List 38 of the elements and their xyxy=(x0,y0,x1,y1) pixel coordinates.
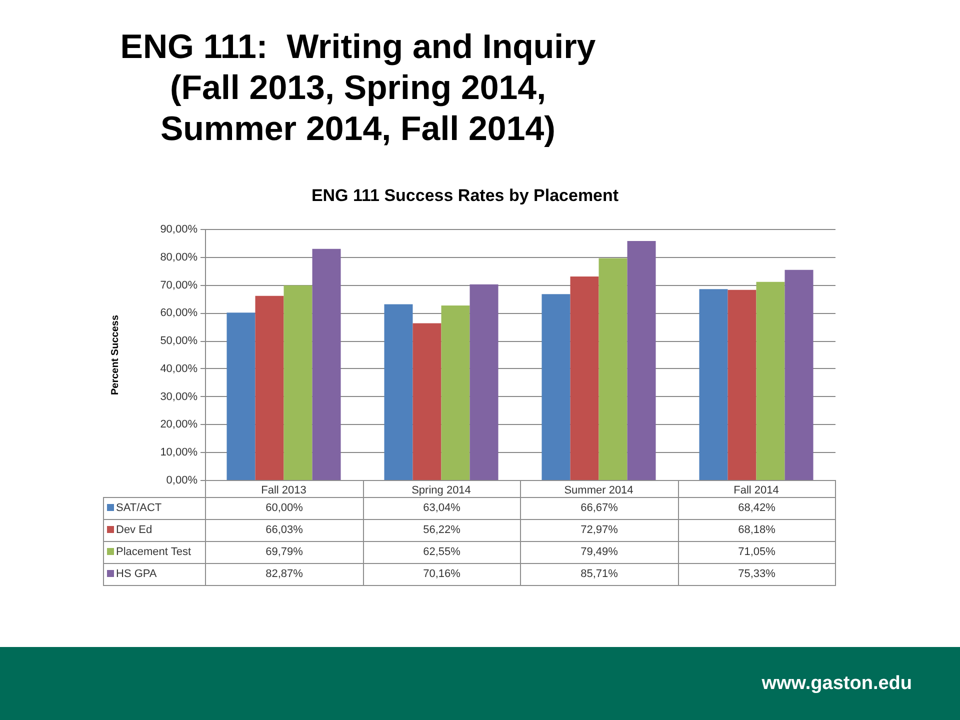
text: www.gaston.edu xyxy=(762,672,912,696)
legend-label: Placement Test xyxy=(104,542,206,564)
data-label: 66,67% xyxy=(520,498,678,520)
x-tick-label: Summer 2014 xyxy=(564,484,634,496)
y-tick-label: 0,00% xyxy=(166,474,198,486)
y-tick-label: 20,00% xyxy=(160,418,198,431)
data-label: 62,55% xyxy=(363,542,520,564)
x-tick-label: Fall 2013 xyxy=(261,484,306,496)
y-tick-label: 10,00% xyxy=(160,446,198,459)
y-axis-title: Percent Success xyxy=(110,314,122,396)
chart-title: ENG 111: Writing and Inquiry (Fall 2013, Spring 2014, Summer 2014, Fall 2014) xyxy=(119,27,597,150)
data-label: 70,16% xyxy=(363,564,520,586)
y-tick-label: 70,00% xyxy=(160,279,198,292)
data-label: 68,18% xyxy=(678,520,836,542)
y-tick-label: 60,00% xyxy=(160,307,198,320)
data-label: 71,05% xyxy=(678,542,836,564)
y-tick-label: 50,00% xyxy=(160,335,198,348)
data-label: 66,03% xyxy=(206,520,363,542)
legend-label: HS GPA xyxy=(104,564,206,586)
data-label: 69,79% xyxy=(206,542,363,564)
y-tick-label: 90,00% xyxy=(160,224,198,236)
data-label: 68,42% xyxy=(678,498,836,520)
y-tick-label: 40,00% xyxy=(160,362,198,375)
data-label: 72,97% xyxy=(520,520,678,542)
y-tick-label: 80,00% xyxy=(160,251,198,264)
data-label: 63,04% xyxy=(363,498,520,520)
data-label: 56,22% xyxy=(363,520,520,542)
data-label: 79,49% xyxy=(520,542,678,564)
legend-label: SAT/ACT xyxy=(104,498,206,520)
x-tick-label: Spring 2014 xyxy=(412,484,471,496)
legend-label: Dev Ed xyxy=(104,520,206,542)
data-label: 60,00% xyxy=(206,498,363,520)
data-label: 82,87% xyxy=(206,564,363,586)
chart-subtitle: ENG 111 Success Rates by Placement xyxy=(311,186,619,205)
y-tick-label: 30,00% xyxy=(160,390,198,403)
x-tick-label: Fall 2014 xyxy=(734,484,779,496)
data-label: 75,33% xyxy=(678,564,836,586)
data-label: 85,71% xyxy=(520,564,678,586)
